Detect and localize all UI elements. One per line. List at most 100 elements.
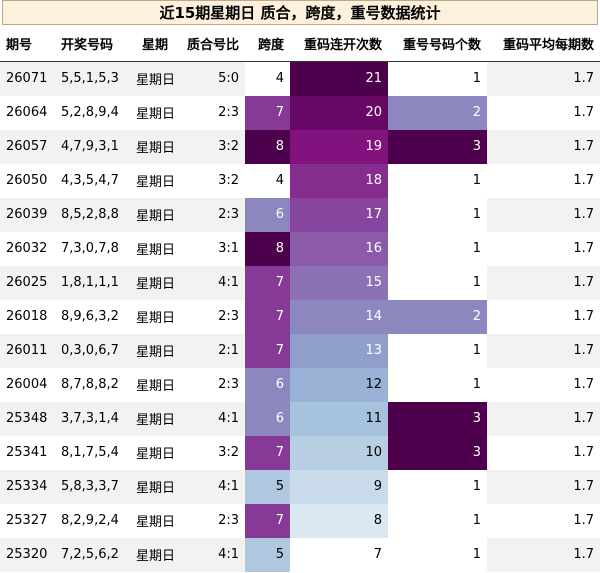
table-cell: 星期日 bbox=[136, 515, 176, 530]
table-cell: 9 bbox=[290, 469, 388, 504]
table-cell: 1.7 bbox=[573, 343, 594, 358]
table-cell: 星期日 bbox=[136, 549, 176, 564]
table-cell: 7 bbox=[245, 95, 290, 130]
table-cell: 5:0 bbox=[218, 71, 239, 87]
header-cell: 开奖号码 bbox=[55, 25, 130, 62]
table-cell: 25327 bbox=[6, 513, 48, 528]
table-cell: 1,8,1,1,1 bbox=[61, 275, 119, 290]
table-cell: 5 bbox=[245, 469, 290, 504]
table-cell: 6 bbox=[245, 401, 290, 436]
table-cell: 7,2,5,6,2 bbox=[61, 547, 119, 562]
table-cell: 8,9,6,3,2 bbox=[61, 309, 119, 324]
table-cell: 26039 bbox=[6, 207, 48, 222]
table-cell: 26064 bbox=[6, 105, 48, 120]
table-cell: 7 bbox=[245, 435, 290, 470]
table-row: 25348 3,7,3,1,4 星期日 4:1 6 11 3 1.7 bbox=[0, 401, 600, 436]
table-cell: 星期日 bbox=[136, 345, 176, 360]
table-cell: 1.7 bbox=[573, 105, 594, 120]
table-cell: 3:2 bbox=[218, 139, 239, 154]
table-cell: 1.7 bbox=[573, 207, 594, 222]
header-cell: 重号号码个数 bbox=[388, 25, 487, 62]
header-cell: 重码平均每期数 bbox=[487, 25, 600, 62]
table-cell: 星期日 bbox=[136, 379, 176, 394]
table-cell: 1 bbox=[388, 537, 487, 572]
table-cell: 3,7,3,1,4 bbox=[61, 411, 119, 426]
table-cell: 5,5,1,5,3 bbox=[61, 71, 119, 87]
header-cell: 质合号比 bbox=[180, 25, 245, 62]
table-cell: 1.7 bbox=[573, 275, 594, 290]
table-row: 26018 8,9,6,3,2 星期日 2:3 7 14 2 1.7 bbox=[0, 299, 600, 334]
table-cell: 4:1 bbox=[218, 479, 239, 494]
table-cell: 5,8,3,3,7 bbox=[61, 479, 119, 494]
table-body: 26071 5,5,1,5,3 星期日 5:0 4 21 1 1.7 26064 5,2,8,9,… bbox=[0, 61, 600, 572]
table-cell: 4 bbox=[245, 61, 290, 96]
table-cell: 1 bbox=[388, 197, 487, 232]
table-row: 25327 8,2,9,2,4 星期日 2:3 7 8 1 1.7 bbox=[0, 503, 600, 538]
table-cell: 1.7 bbox=[573, 139, 594, 154]
table-cell: 8,5,2,8,8 bbox=[61, 207, 119, 222]
table-row: 25341 8,1,7,5,4 星期日 3:2 7 10 3 1.7 bbox=[0, 435, 600, 470]
table-cell: 25348 bbox=[6, 411, 48, 426]
table-cell: 26071 bbox=[6, 71, 48, 87]
table-row: 26032 7,3,0,7,8 星期日 3:1 8 16 1 1.7 bbox=[0, 231, 600, 266]
table-cell: 26032 bbox=[6, 241, 48, 256]
table-cell: 1 bbox=[388, 469, 487, 504]
table-cell: 3:1 bbox=[218, 241, 239, 256]
table-cell: 4:1 bbox=[218, 275, 239, 290]
table-cell: 8 bbox=[290, 503, 388, 538]
table-cell: 19 bbox=[290, 129, 388, 164]
table-cell: 5,2,8,9,4 bbox=[61, 105, 119, 120]
table-cell: 1 bbox=[388, 503, 487, 538]
table-cell: 26057 bbox=[6, 139, 48, 154]
table-cell: 6 bbox=[245, 197, 290, 232]
table-cell: 2 bbox=[388, 95, 487, 130]
table-row: 26004 8,7,8,8,2 星期日 2:3 6 12 1 1.7 bbox=[0, 367, 600, 402]
table-cell: 26018 bbox=[6, 309, 48, 324]
table-cell: 26011 bbox=[6, 343, 48, 358]
table-row: 26064 5,2,8,9,4 星期日 2:3 7 20 2 1.7 bbox=[0, 95, 600, 130]
table-cell: 星期日 bbox=[136, 447, 176, 462]
table-cell: 4:1 bbox=[218, 411, 239, 426]
table-cell: 1.7 bbox=[573, 513, 594, 528]
table-cell: 星期日 bbox=[136, 175, 176, 190]
table-cell: 2:1 bbox=[218, 343, 239, 358]
table-cell: 7 bbox=[245, 265, 290, 300]
table-cell: 2:3 bbox=[218, 513, 239, 528]
table-cell: 2 bbox=[388, 299, 487, 334]
table-cell: 2:3 bbox=[218, 377, 239, 392]
table-cell: 8 bbox=[245, 231, 290, 266]
table-cell: 11 bbox=[290, 401, 388, 436]
table-row: 26057 4,7,9,3,1 星期日 3:2 8 19 3 1.7 bbox=[0, 129, 600, 164]
table-cell: 25334 bbox=[6, 479, 48, 494]
table-cell: 7 bbox=[245, 503, 290, 538]
table-cell: 3 bbox=[388, 435, 487, 470]
table-cell: 8,7,8,8,2 bbox=[61, 377, 119, 392]
table-cell: 1.7 bbox=[573, 547, 594, 562]
header-row: 期号 开奖号码 星期 质合号比 跨度 重码连开次数 重号号码个数 重码平均每期数 bbox=[0, 25, 600, 62]
table-cell: 18 bbox=[290, 163, 388, 198]
table-cell: 1 bbox=[388, 163, 487, 198]
table-cell: 星期日 bbox=[136, 73, 176, 89]
table-cell: 7,3,0,7,8 bbox=[61, 241, 119, 256]
table-cell: 1.7 bbox=[573, 241, 594, 256]
table-cell: 1 bbox=[388, 265, 487, 300]
table-cell: 1.7 bbox=[573, 445, 594, 460]
table-cell: 4,3,5,4,7 bbox=[61, 173, 119, 188]
table-cell: 0,3,0,6,7 bbox=[61, 343, 119, 358]
table-cell: 星期日 bbox=[136, 481, 176, 496]
table-cell: 12 bbox=[290, 367, 388, 402]
table-cell: 星期日 bbox=[136, 141, 176, 156]
table-cell: 7 bbox=[245, 333, 290, 368]
table-cell: 4 bbox=[245, 163, 290, 198]
table-cell: 1.7 bbox=[573, 71, 594, 87]
table-cell: 6 bbox=[245, 367, 290, 402]
table-cell: 1 bbox=[388, 231, 487, 266]
table-cell: 1.7 bbox=[573, 411, 594, 426]
table-cell: 星期日 bbox=[136, 209, 176, 224]
table-cell: 1.7 bbox=[573, 377, 594, 392]
table-cell: 1 bbox=[388, 333, 487, 368]
table-cell: 星期日 bbox=[136, 243, 176, 258]
table-cell: 1.7 bbox=[573, 309, 594, 324]
table-cell: 21 bbox=[290, 61, 388, 96]
